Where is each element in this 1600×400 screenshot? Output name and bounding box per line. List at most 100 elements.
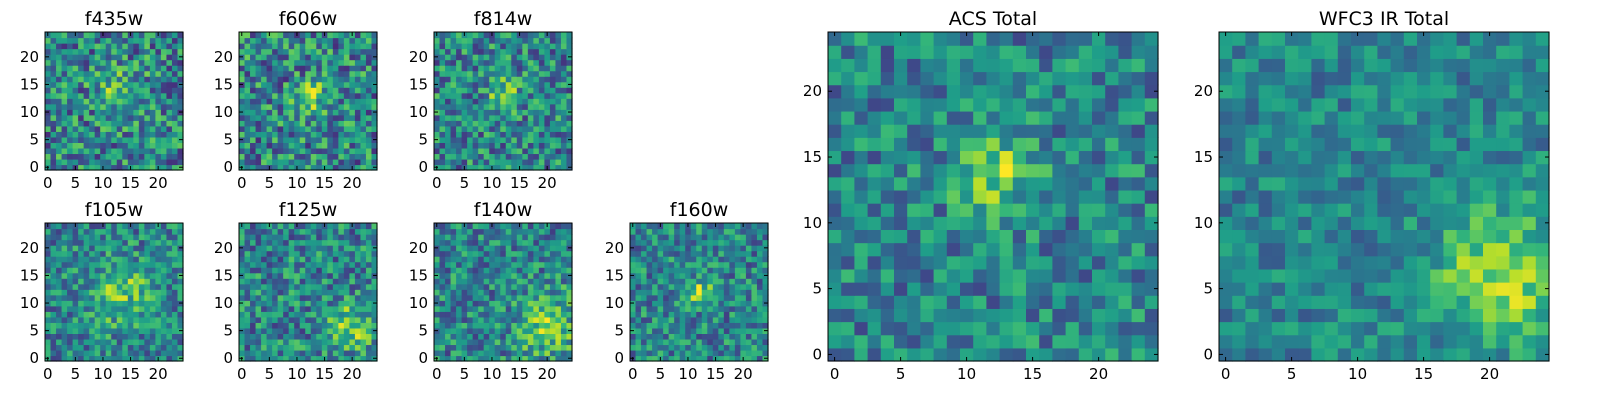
- heatmap-cell: [310, 109, 317, 116]
- heatmap-cell: [310, 305, 317, 312]
- heatmap-cell: [679, 261, 686, 268]
- heatmap-cell: [566, 59, 573, 66]
- heatmap-cell: [111, 289, 118, 296]
- heatmap-cell: [72, 256, 79, 263]
- heatmap-cell: [138, 355, 145, 362]
- heatmap-cell: [360, 43, 367, 50]
- heatmap-cell: [483, 294, 490, 301]
- heatmap-cell: [332, 147, 339, 155]
- heatmap-cell: [61, 338, 68, 346]
- heatmap-cell: [854, 150, 869, 165]
- heatmap-cell: [690, 294, 697, 301]
- heatmap-cell: [177, 278, 184, 285]
- heatmap-cell: [729, 327, 736, 334]
- heatmap-cell: [283, 136, 290, 143]
- heatmap-cell: [500, 234, 507, 241]
- heatmap-cell: [1012, 176, 1027, 191]
- heatmap-cell: [321, 76, 328, 83]
- heatmap-cell: [100, 54, 107, 61]
- heatmap-cell: [321, 344, 328, 351]
- heatmap-cell: [283, 239, 290, 246]
- heatmap-cell: [288, 87, 295, 94]
- heatmap-cell: [472, 234, 479, 241]
- heatmap-cell: [149, 125, 156, 132]
- heatmap-cell: [72, 245, 79, 252]
- heatmap-cell: [522, 250, 529, 257]
- heatmap-cell: [138, 70, 145, 77]
- heatmap-cell: [549, 164, 557, 171]
- heatmap-cell: [72, 311, 79, 318]
- heatmap-cell: [83, 250, 90, 257]
- heatmap-cell: [467, 125, 474, 132]
- heatmap-cell: [365, 164, 373, 171]
- heatmap-cell: [1118, 189, 1133, 204]
- heatmap-cell: [500, 120, 507, 127]
- heatmap-cell: [266, 92, 273, 99]
- heatmap-cell: [321, 103, 328, 110]
- heatmap-cell: [160, 98, 168, 105]
- heatmap-cell: [646, 245, 653, 252]
- heatmap-cell: [61, 256, 68, 263]
- heatmap-cell: [149, 289, 156, 296]
- heatmap-cell: [255, 158, 262, 166]
- heatmap-cell: [1144, 321, 1159, 336]
- heatmap-cell: [61, 109, 68, 116]
- heatmap-cell: [349, 256, 356, 263]
- heatmap-cell: [456, 92, 463, 99]
- heatmap-cell: [127, 153, 134, 160]
- heatmap-cell: [707, 338, 714, 346]
- heatmap-cell: [986, 321, 1001, 336]
- heatmap-cell: [255, 125, 262, 132]
- heatmap-cell: [288, 37, 295, 44]
- heatmap-cell: [635, 278, 642, 285]
- heatmap-cell: [538, 109, 545, 116]
- heatmap-cell: [828, 255, 842, 270]
- heatmap-cell: [360, 158, 367, 166]
- heatmap-cell: [61, 114, 68, 121]
- heatmap-cell: [522, 283, 529, 290]
- heatmap-cell: [467, 283, 474, 290]
- heatmap-cell: [1026, 308, 1040, 323]
- heatmap-cell: [483, 239, 490, 246]
- heatmap-cell: [467, 289, 474, 296]
- heatmap-cell: [1039, 163, 1053, 178]
- heatmap-cell: [511, 322, 518, 329]
- heatmap-cell: [310, 120, 317, 127]
- heatmap-cell: [538, 32, 545, 39]
- heatmap-cell: [316, 114, 323, 121]
- heatmap-cell: [522, 333, 529, 340]
- heatmap-cell: [288, 355, 295, 362]
- heatmap-cell: [533, 261, 540, 268]
- heatmap-cell: [127, 120, 134, 127]
- heatmap-cell: [78, 103, 85, 110]
- heatmap-cell: [439, 250, 446, 257]
- heatmap-cell: [327, 338, 334, 346]
- heatmap-cell: [294, 98, 301, 105]
- heatmap-cell: [555, 300, 562, 307]
- heatmap-cell: [646, 256, 653, 263]
- heatmap-cell: [745, 344, 753, 351]
- heatmap-cell: [641, 338, 648, 346]
- heatmap-cell: [674, 305, 681, 312]
- heatmap-cell: [149, 37, 156, 44]
- heatmap-cell: [255, 136, 262, 143]
- heatmap-cell: [305, 355, 312, 362]
- heatmap-cell: [177, 48, 184, 55]
- heatmap-cell: [960, 255, 974, 270]
- heatmap-cell: [544, 278, 551, 285]
- heatmap-cell: [762, 333, 769, 340]
- heatmap-cell: [166, 65, 173, 72]
- heatmap-cell: [663, 344, 670, 351]
- heatmap-cell: [538, 355, 545, 362]
- y-tick-label: 10: [605, 294, 624, 312]
- heatmap-cell: [674, 349, 681, 357]
- heatmap-cell: [50, 223, 57, 230]
- heatmap-cell: [239, 131, 246, 138]
- heatmap-cell: [343, 92, 350, 99]
- heatmap-cell: [266, 114, 273, 121]
- heatmap-cell: [105, 142, 112, 149]
- heatmap-cell: [663, 300, 670, 307]
- heatmap-cell: [261, 125, 268, 132]
